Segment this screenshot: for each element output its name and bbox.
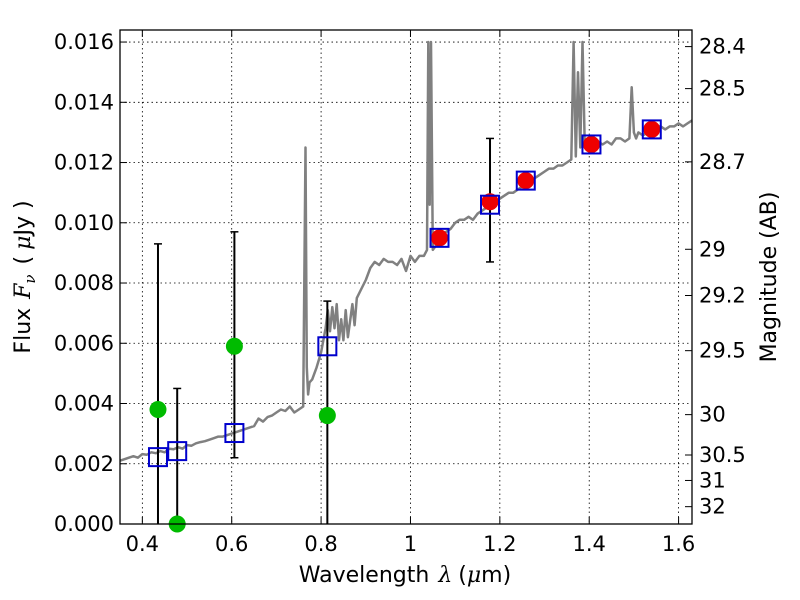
model-point	[224, 423, 245, 444]
y2-tick-label: 29.5	[699, 339, 746, 363]
y-axis-label-text: Flux	[11, 308, 36, 354]
x-axis-label-text: Wavelength	[299, 563, 430, 588]
x-axis-label-unit-rest: m)	[481, 563, 511, 588]
y-tick-label: 0.008	[54, 271, 114, 295]
plot-frame	[119, 29, 693, 525]
x-tick-label: 1.4	[573, 532, 606, 556]
y2-axis: 28.4 28.5 28.7 29 29.2 29.5 30 30.531 32	[685, 35, 746, 519]
x-axis-label-unit-mu: μ	[467, 563, 481, 588]
observed-point	[318, 407, 336, 425]
x-tick-label: 1.6	[662, 532, 695, 556]
y2-tick-label: 31	[699, 468, 726, 492]
model-point	[317, 336, 338, 357]
y2-tick-label: 30	[699, 403, 726, 427]
model-point	[515, 170, 536, 191]
y2-tick-label: 32	[699, 495, 726, 519]
y-tick-label: 0.006	[54, 331, 114, 355]
x-axis: 0.4 0.6 0.8 1 1.2 1.4 1.6	[126, 30, 695, 556]
x-axis-label-symbol: λ	[437, 563, 452, 588]
y-axis-label-unit-open: (	[11, 256, 36, 265]
y2-tick-label: 28.7	[699, 150, 746, 174]
y-axis-label-symbol-nu: ν	[21, 274, 39, 283]
y2-tick-label: 29	[699, 237, 726, 261]
model-markers	[147, 119, 662, 468]
y2-tick-label: 28.4	[699, 35, 746, 59]
y-axis-label-unit-rest: Jy )	[11, 200, 36, 237]
spectrum-line	[119, 40, 693, 462]
observed-point	[431, 229, 449, 247]
y-axis-label-symbol-f: F	[11, 283, 36, 300]
y2-axis-label: Magnitude (AB)	[757, 192, 782, 363]
x-axis-label: Wavelength λ (μm)	[299, 563, 511, 588]
y-tick-label: 0.002	[54, 452, 114, 476]
y2-tick-label: 30.5	[699, 443, 746, 467]
y-tick-label: 0.012	[54, 151, 114, 175]
observed-markers	[149, 120, 661, 533]
observed-point	[149, 401, 167, 419]
model-point	[581, 134, 602, 155]
observed-point	[225, 337, 243, 355]
x-tick-label: 1	[404, 532, 417, 556]
observed-point	[517, 172, 535, 190]
y-axis: 0.000 0.002 0.004 0.006 0.008 0.010 0.012 0.014…	[54, 30, 127, 536]
x-tick-label: 0.6	[215, 532, 248, 556]
model-point	[147, 447, 168, 468]
observed-point	[582, 135, 600, 153]
y-axis-label: Flux Fν ( μJy )	[11, 200, 39, 353]
y2-tick-label: 28.5	[699, 77, 746, 101]
x-tick-label: 1.2	[483, 532, 516, 556]
y-tick-label: 0.014	[54, 90, 114, 114]
x-axis-label-unit-open: (	[458, 563, 467, 588]
template-spectrum	[119, 40, 693, 462]
y-tick-label: 0.004	[54, 392, 114, 416]
model-point	[641, 119, 662, 140]
model-point	[167, 441, 188, 462]
y-tick-label: 0.016	[54, 30, 114, 54]
observed-point	[643, 120, 661, 138]
y-tick-label: 0.010	[54, 211, 114, 235]
y2-tick-label: 29.2	[699, 284, 746, 308]
x-tick-label: 0.8	[304, 532, 337, 556]
y-tick-label: 0.000	[54, 512, 114, 536]
model-point	[480, 194, 501, 215]
y-axis-label-unit-mu: μ	[11, 236, 36, 250]
x-tick-label: 0.4	[126, 532, 159, 556]
grid-lines	[120, 30, 692, 525]
model-point	[429, 227, 450, 248]
